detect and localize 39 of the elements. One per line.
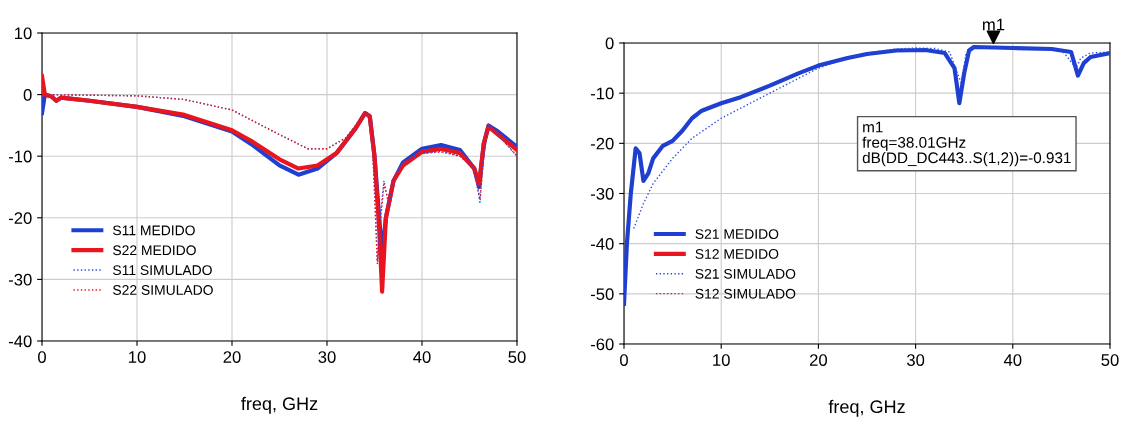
y-tick-label: -40 xyxy=(8,335,32,348)
legend-label: S22 MEDIDO xyxy=(113,245,196,256)
x-tick-label: 20 xyxy=(223,351,241,363)
legend-label: S21 SIMULADO xyxy=(695,268,796,279)
y-tick-label: -20 xyxy=(8,212,32,224)
x-tick-label: 30 xyxy=(318,351,336,363)
legend-label: S21 MEDIDO xyxy=(695,229,779,239)
legend-label: S11 MEDIDO xyxy=(113,225,195,236)
legend-label: S22 SIMULADO xyxy=(113,285,213,295)
y-tick-label: -10 xyxy=(8,150,32,163)
annotation: m1 xyxy=(982,18,1005,31)
legend-label: S12 MEDIDO xyxy=(695,249,779,259)
legend-label: S12 SIMULADO xyxy=(695,288,796,299)
x-tick-label: 50 xyxy=(508,351,526,363)
y-tick-label: 0 xyxy=(605,37,614,50)
y-tick-label: -20 xyxy=(590,137,614,150)
y-tick-label: -60 xyxy=(590,338,614,351)
x-tick-label: 0 xyxy=(620,354,628,366)
x-tick-label: 50 xyxy=(1101,354,1119,366)
y-tick-label: 10 xyxy=(15,27,32,40)
y-tick-label: -40 xyxy=(590,238,614,250)
line-series xyxy=(633,46,1110,230)
x-axis-title: freq, GHz xyxy=(828,399,905,417)
annotation: m1 freq=38.01GHz dB(DD_DC443..S(1,2))=-0.931 xyxy=(862,121,1071,167)
x-tick-label: 40 xyxy=(413,351,431,363)
y-tick-label: 0 xyxy=(23,89,32,101)
y-tick-label: -30 xyxy=(590,187,614,200)
line-series xyxy=(42,74,517,294)
x-axis-title: freq, GHz xyxy=(241,396,318,414)
x-tick-label: 0 xyxy=(38,351,46,363)
x-tick-label: 20 xyxy=(809,354,828,366)
x-tick-label: 10 xyxy=(713,354,730,366)
x-tick-label: 30 xyxy=(906,354,925,366)
x-tick-label: 10 xyxy=(129,351,146,363)
y-tick-label: -50 xyxy=(590,288,614,301)
y-tick-label: -10 xyxy=(590,87,614,100)
x-tick-label: 40 xyxy=(1003,354,1022,366)
legend-label: S11 SIMULADO xyxy=(113,265,212,276)
y-tick-label: -30 xyxy=(8,273,32,286)
